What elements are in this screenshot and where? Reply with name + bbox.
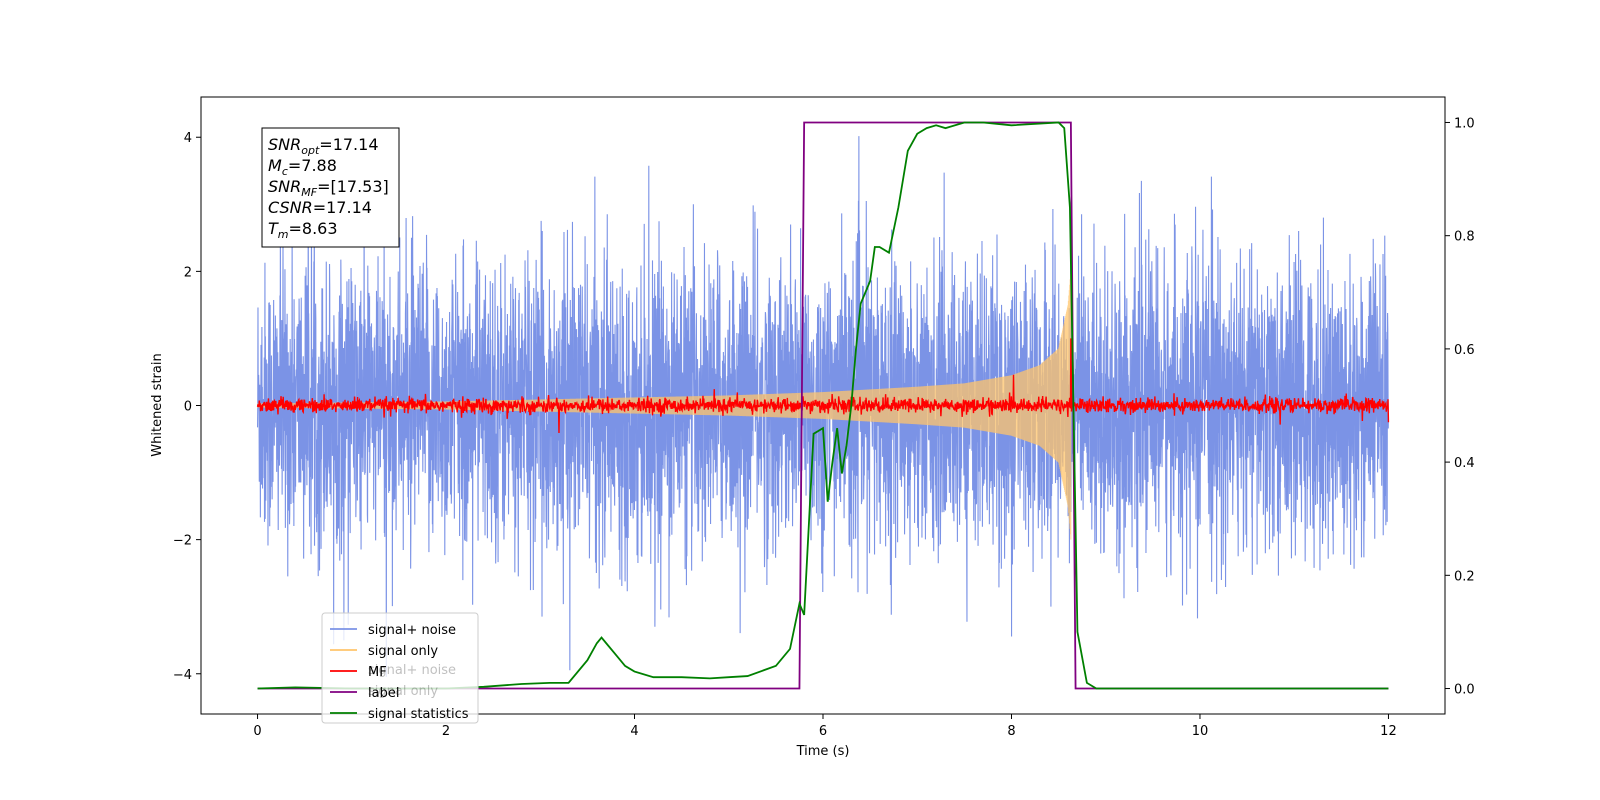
- annotation-line: Tm=8.63: [268, 219, 338, 241]
- annotation-line: CSNR=17.14: [268, 198, 372, 217]
- y2-tick-label: 0.2: [1454, 569, 1475, 584]
- legend-ghost-label: signal+ noise: [368, 663, 456, 678]
- y-tick-label: −2: [173, 534, 192, 549]
- legend-label: label: [368, 686, 399, 701]
- x-tick-label: 2: [442, 724, 450, 739]
- y2-tick-label: 1.0: [1454, 116, 1475, 131]
- legend-label: signal statistics: [368, 707, 469, 722]
- annotation-line: SNRopt=17.14: [268, 135, 379, 157]
- y-tick-label: 4: [184, 131, 192, 146]
- y2-tick-label: 0.0: [1454, 683, 1475, 698]
- x-tick-label: 6: [819, 724, 827, 739]
- x-tick-label: 8: [1007, 724, 1015, 739]
- legend-label: signal only: [368, 644, 438, 659]
- legend-ghost-label: signal only: [368, 684, 438, 699]
- series-mf: [256, 338, 1390, 433]
- y2-tick-label: 0.8: [1454, 230, 1475, 245]
- annotation-line: SNRMF=[17.53]: [268, 177, 389, 199]
- annotation-line: Mc=7.88: [268, 156, 337, 178]
- x-tick-label: 4: [630, 724, 638, 739]
- series-signal-only: [257, 274, 1072, 540]
- series-layer: [256, 121, 1390, 690]
- series-signal-statistics: [257, 121, 1389, 690]
- y2-tick-label: 0.6: [1454, 343, 1475, 358]
- y-tick-label: 0: [184, 400, 192, 415]
- x-axis-label: Time (s): [796, 744, 850, 759]
- legend-label: signal+ noise: [368, 623, 456, 638]
- x-tick-label: 0: [253, 724, 261, 739]
- y-tick-label: 2: [184, 265, 192, 280]
- legend-label: MF: [368, 665, 387, 680]
- y2-tick-label: 0.4: [1454, 456, 1475, 471]
- y-axis-left: −4 −2 0 2 4: [173, 131, 201, 683]
- stats-annotation-box: SNRopt=17.14Mc=7.88SNRMF=[17.53]CSNR=17.…: [261, 127, 400, 248]
- y-tick-label: −4: [173, 668, 192, 683]
- y-axis-label: Whitened strain: [150, 353, 165, 456]
- legend: signal+ noise signal only signal+ noise si…: [321, 612, 479, 724]
- y-axis-right: 0.0 0.2 0.4 0.6 0.8 1.0: [1445, 116, 1475, 698]
- x-tick-label: 10: [1192, 724, 1209, 739]
- x-tick-label: 12: [1380, 724, 1397, 739]
- x-axis: 0 2 4 6 8 10 12: [253, 714, 1397, 739]
- series-signal-plus-noise: [257, 136, 1389, 677]
